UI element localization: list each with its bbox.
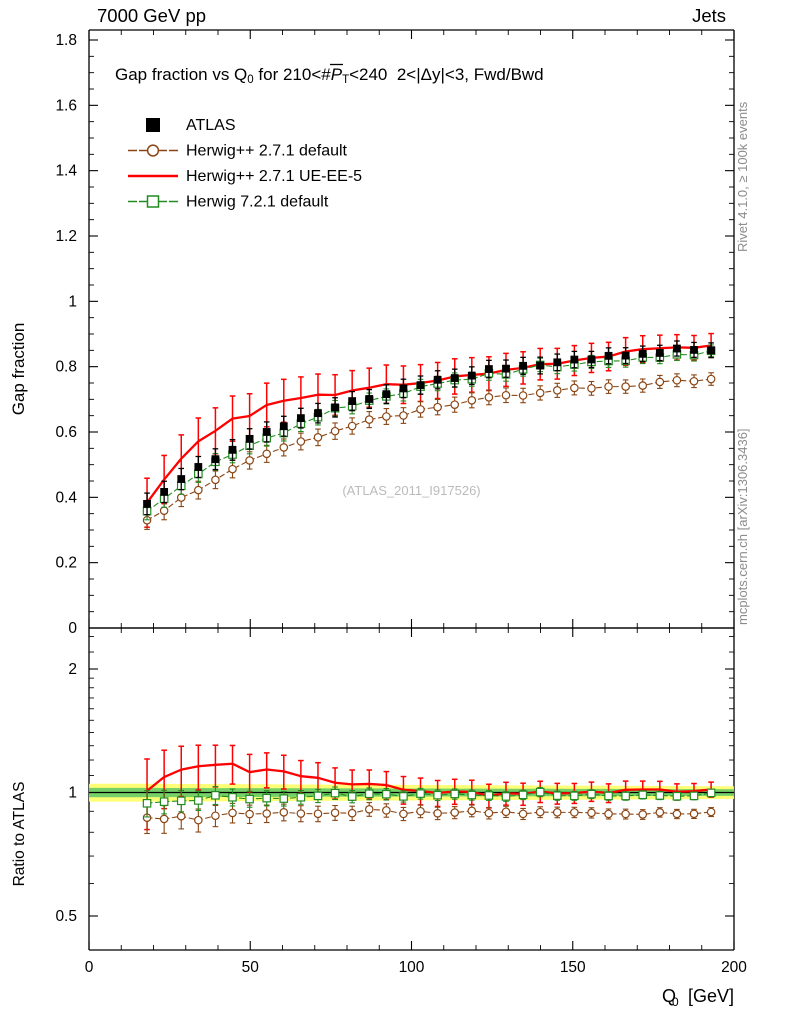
svg-text:1.6: 1.6 [55,97,77,114]
svg-text:Rivet 4.1.0, ≥ 100k events: Rivet 4.1.0, ≥ 100k events [735,101,750,252]
svg-text:mcplots.cern.ch [arXiv:1306.34: mcplots.cern.ch [arXiv:1306.3436] [735,428,750,625]
svg-text:Jets: Jets [692,5,726,26]
svg-text:0.2: 0.2 [55,555,77,572]
svg-text:Herwig++ 2.7.1 UE-EE-5: Herwig++ 2.7.1 UE-EE-5 [186,168,362,185]
svg-text:2: 2 [68,661,77,678]
svg-text:1.8: 1.8 [55,32,77,49]
svg-text:[GeV]: [GeV] [688,986,734,1006]
svg-text:1.4: 1.4 [55,163,77,180]
svg-text:1: 1 [68,785,77,802]
svg-text:7000 GeV pp: 7000 GeV pp [97,5,206,26]
svg-text:0.6: 0.6 [55,424,77,441]
svg-text:Gap fraction vs Q0 for 210<#PT: Gap fraction vs Q0 for 210<#PT<240 2<|Δy… [115,65,544,86]
svg-text:0.5: 0.5 [55,908,77,925]
svg-text:(ATLAS_2011_I917526): (ATLAS_2011_I917526) [342,483,480,498]
svg-text:0: 0 [68,620,77,637]
svg-text:ATLAS: ATLAS [186,117,236,134]
svg-text:1.2: 1.2 [55,228,77,245]
svg-text:0.8: 0.8 [55,359,77,376]
svg-text:Ratio to ATLAS: Ratio to ATLAS [11,782,28,887]
svg-text:0.4: 0.4 [55,489,77,506]
svg-text:50: 50 [242,959,260,976]
svg-text:Gap fraction: Gap fraction [9,323,28,416]
svg-text:Herwig++ 2.7.1 default: Herwig++ 2.7.1 default [186,143,348,160]
svg-text:0: 0 [85,959,94,976]
svg-text:200: 200 [721,959,747,976]
svg-text:1: 1 [68,293,77,310]
svg-text:Herwig 7.2.1 default: Herwig 7.2.1 default [186,194,329,211]
svg-text:100: 100 [399,959,425,976]
svg-text:150: 150 [560,959,586,976]
svg-text:Q: Q [662,986,676,1006]
